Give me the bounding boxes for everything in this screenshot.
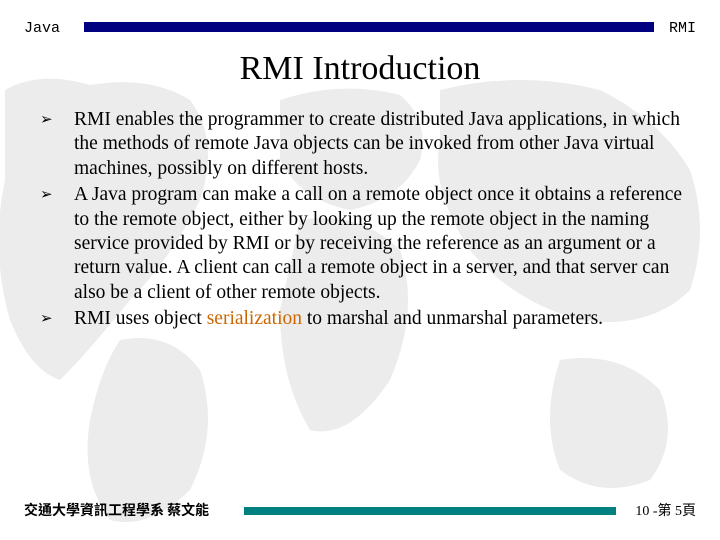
bullet-marker-icon: ➢: [40, 111, 53, 130]
list-item: ➢ RMI enables the programmer to create d…: [40, 108, 690, 181]
header-right-label: RMI: [669, 20, 696, 37]
bullet-text: RMI enables the programmer to create dis…: [74, 109, 680, 179]
bullet-text-highlight: serialization: [207, 308, 302, 329]
bullet-marker-icon: ➢: [40, 310, 53, 329]
footer-right-label: 10 -第 5頁: [635, 500, 696, 520]
list-item: ➢ A Java program can make a call on a re…: [40, 183, 690, 305]
slide-header: Java RMI: [24, 20, 696, 38]
footer-left-label: 交通大學資訊工程學系 蔡文能: [24, 500, 209, 520]
slide-title: RMI Introduction: [0, 50, 720, 88]
list-item: ➢ RMI uses object serialization to marsh…: [40, 307, 690, 331]
bullet-text-prefix: RMI uses object: [74, 308, 207, 329]
footer-bar: [244, 507, 616, 515]
bullet-text: A Java program can make a call on a remo…: [74, 184, 682, 303]
bullet-marker-icon: ➢: [40, 186, 53, 205]
header-left-label: Java: [24, 20, 60, 37]
bullet-list: ➢ RMI enables the programmer to create d…: [40, 108, 690, 333]
header-bar: [84, 22, 654, 32]
bullet-text-suffix: to marshal and unmarshal parameters.: [302, 308, 603, 329]
slide-footer: 交通大學資訊工程學系 蔡文能 10 -第 5頁: [24, 502, 696, 520]
